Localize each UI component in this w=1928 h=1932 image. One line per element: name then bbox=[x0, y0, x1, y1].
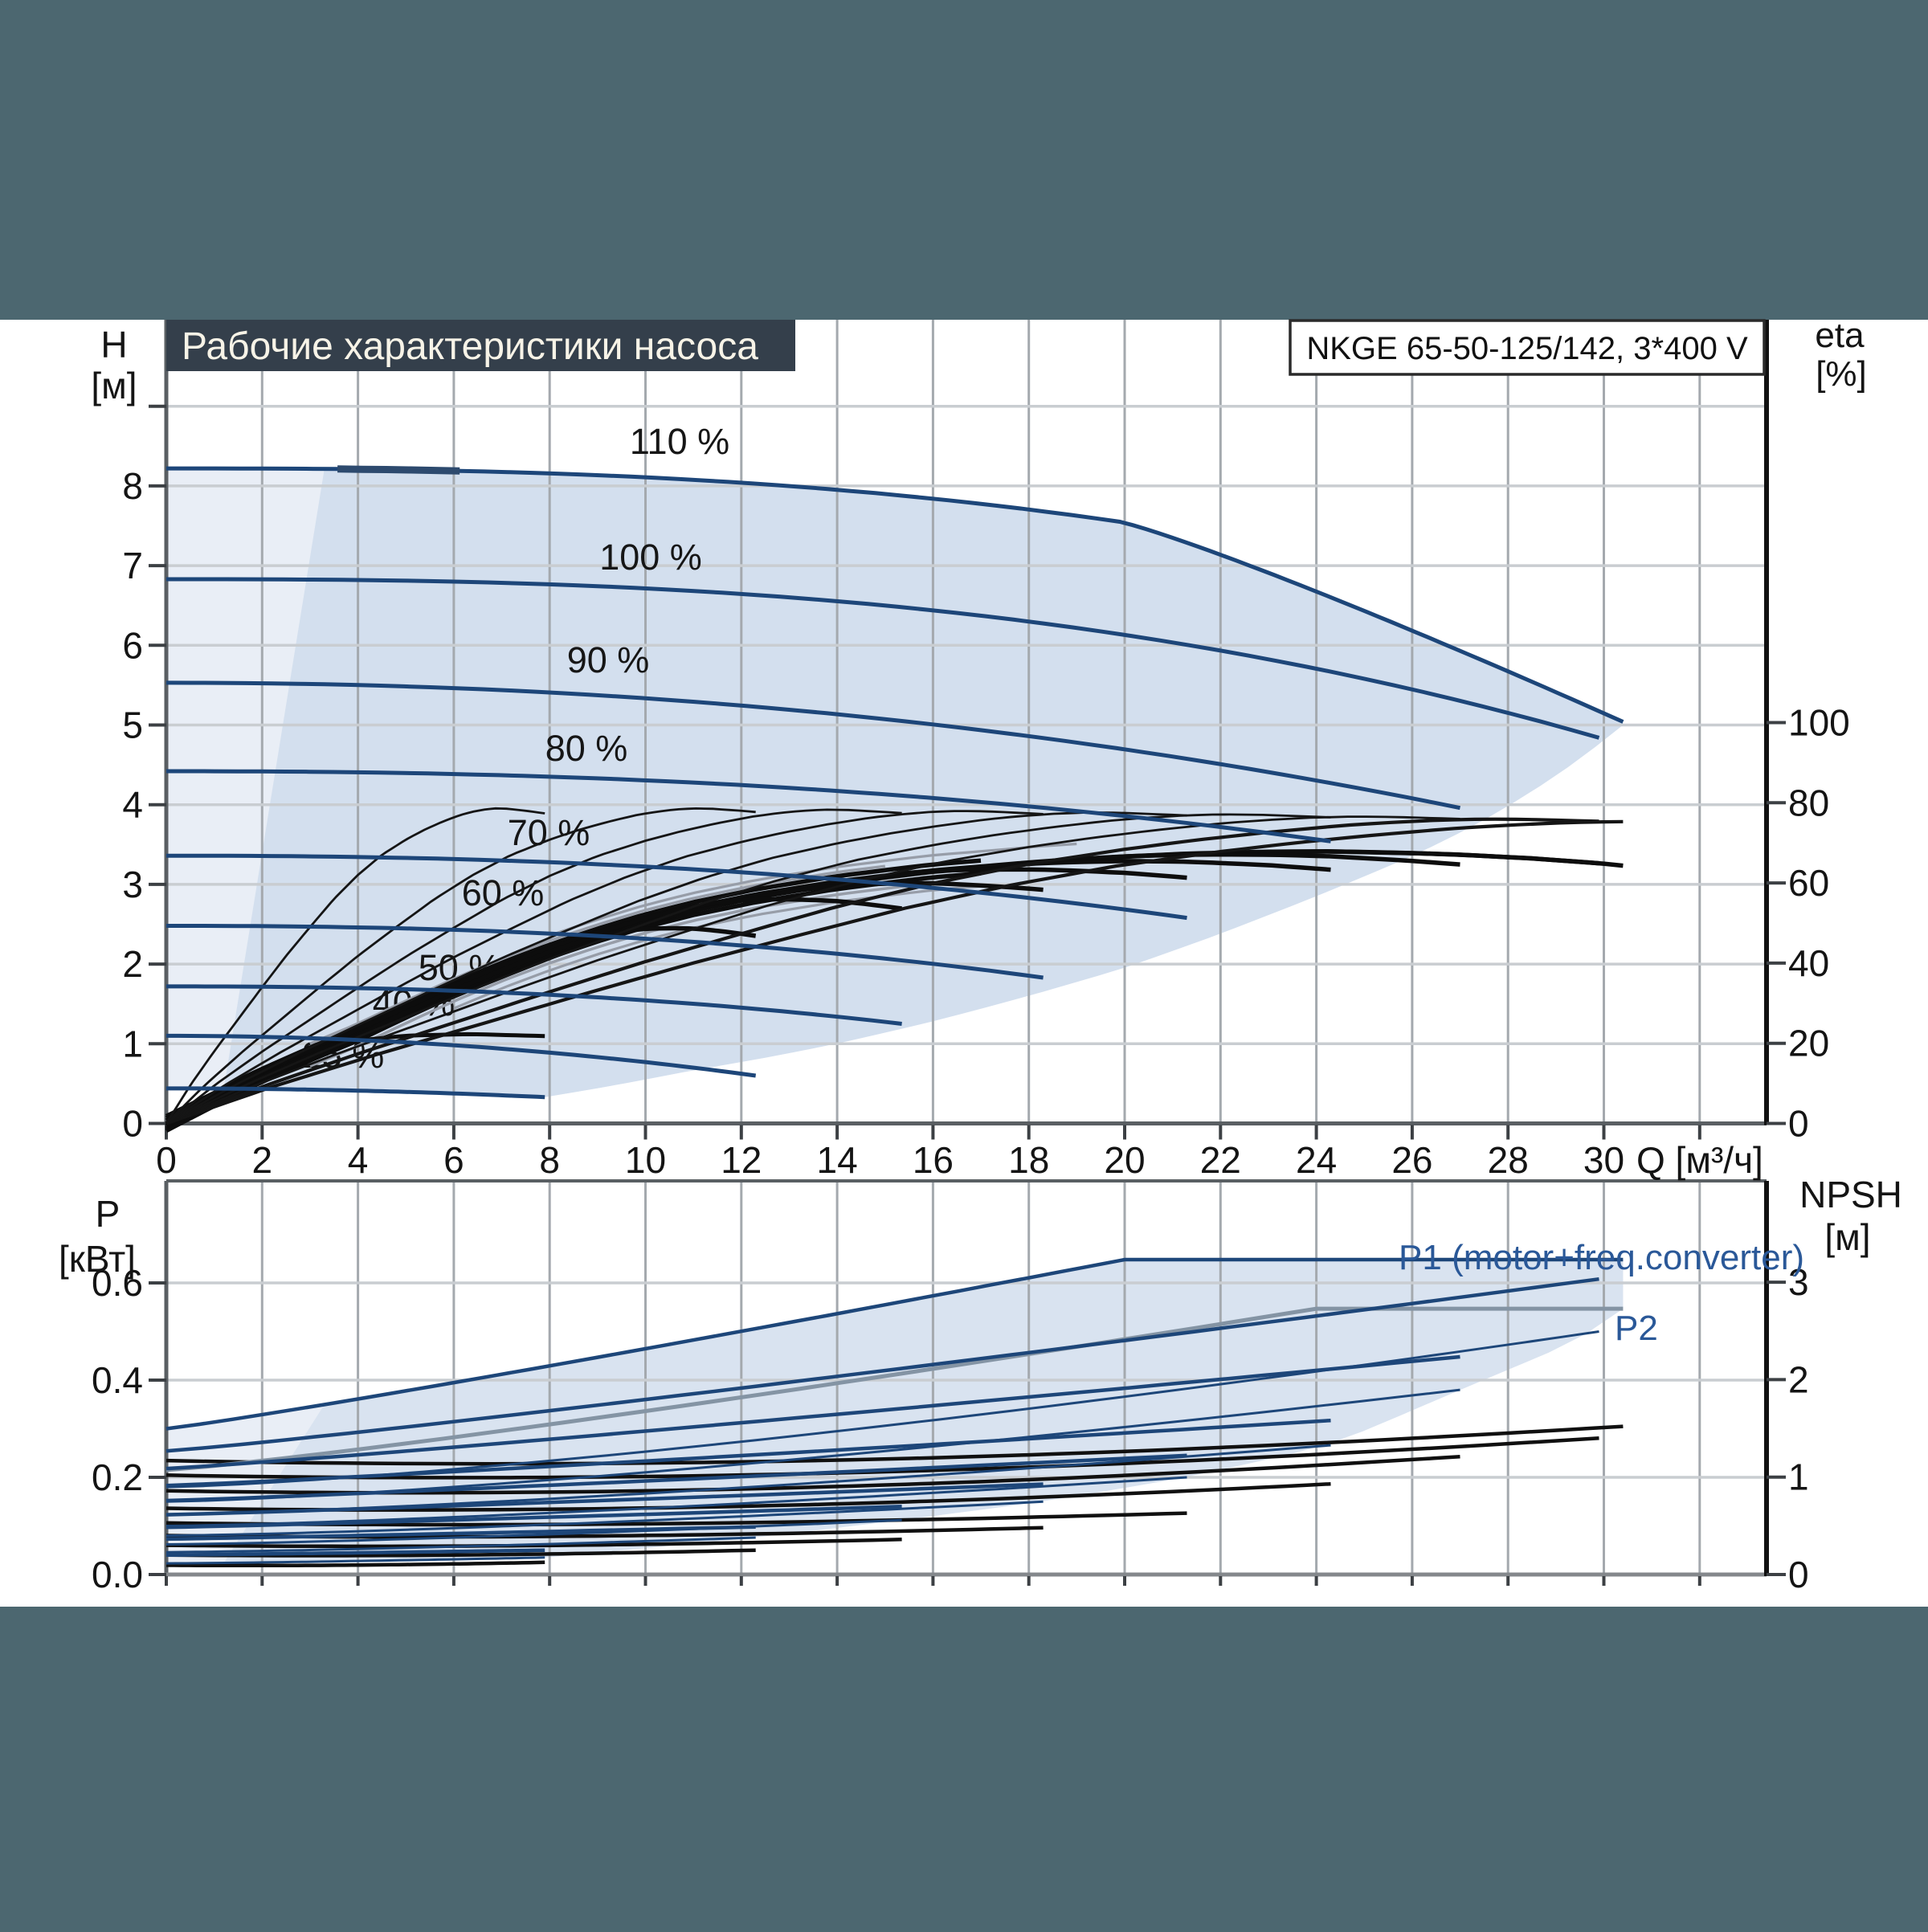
svg-text:60 %: 60 % bbox=[462, 872, 545, 913]
svg-text:Рабочие характеристики насоса: Рабочие характеристики насоса bbox=[182, 325, 758, 368]
svg-text:2: 2 bbox=[1788, 1358, 1809, 1400]
svg-text:22: 22 bbox=[1200, 1139, 1241, 1181]
svg-text:40: 40 bbox=[1788, 942, 1829, 984]
svg-text:0: 0 bbox=[156, 1139, 177, 1181]
svg-text:3: 3 bbox=[1788, 1261, 1809, 1303]
svg-text:3: 3 bbox=[122, 864, 143, 905]
svg-text:6: 6 bbox=[122, 624, 143, 666]
svg-text:7: 7 bbox=[122, 545, 143, 586]
svg-text:26: 26 bbox=[1391, 1139, 1432, 1181]
svg-text:80: 80 bbox=[1788, 782, 1829, 823]
svg-text:0.4: 0.4 bbox=[92, 1359, 143, 1401]
svg-text:18: 18 bbox=[1008, 1139, 1049, 1181]
svg-text:5: 5 bbox=[122, 705, 143, 746]
svg-text:2: 2 bbox=[122, 943, 143, 985]
svg-text:P1 (motor+freq.converter): P1 (motor+freq.converter) bbox=[1399, 1238, 1804, 1277]
svg-text:4: 4 bbox=[122, 784, 143, 826]
svg-text:2: 2 bbox=[252, 1139, 273, 1181]
svg-text:0.0: 0.0 bbox=[92, 1554, 143, 1595]
svg-text:Q [м³/ч]: Q [м³/ч] bbox=[1636, 1139, 1763, 1181]
svg-text:8: 8 bbox=[122, 465, 143, 507]
svg-text:eta: eta bbox=[1815, 316, 1865, 355]
svg-text:16: 16 bbox=[913, 1139, 954, 1181]
svg-text:100 %: 100 % bbox=[599, 537, 702, 578]
svg-text:20: 20 bbox=[1104, 1139, 1145, 1181]
svg-text:0.6: 0.6 bbox=[92, 1262, 143, 1304]
svg-text:0.2: 0.2 bbox=[92, 1456, 143, 1498]
svg-text:6: 6 bbox=[443, 1139, 464, 1181]
svg-text:[м]: [м] bbox=[1824, 1216, 1870, 1258]
svg-text:NKGE 65-50-125/142, 3*400 V: NKGE 65-50-125/142, 3*400 V bbox=[1306, 331, 1748, 366]
svg-text:[%]: [%] bbox=[1816, 354, 1867, 394]
svg-text:20: 20 bbox=[1788, 1023, 1829, 1064]
svg-text:60: 60 bbox=[1788, 862, 1829, 904]
svg-text:8: 8 bbox=[539, 1139, 560, 1181]
svg-text:[м]: [м] bbox=[91, 365, 137, 406]
svg-text:12: 12 bbox=[721, 1139, 762, 1181]
svg-text:24: 24 bbox=[1296, 1139, 1337, 1181]
svg-text:14: 14 bbox=[817, 1139, 858, 1181]
svg-text:[кВт]: [кВт] bbox=[59, 1238, 136, 1280]
svg-text:30: 30 bbox=[1583, 1139, 1624, 1181]
svg-text:80 %: 80 % bbox=[545, 728, 628, 769]
svg-text:70 %: 70 % bbox=[508, 812, 590, 853]
svg-text:1: 1 bbox=[122, 1023, 143, 1064]
svg-text:P2: P2 bbox=[1615, 1309, 1658, 1348]
svg-text:4: 4 bbox=[348, 1139, 369, 1181]
svg-text:28: 28 bbox=[1488, 1139, 1529, 1181]
svg-text:NPSH: NPSH bbox=[1799, 1174, 1902, 1215]
svg-text:0: 0 bbox=[122, 1103, 143, 1145]
svg-text:10: 10 bbox=[625, 1139, 666, 1181]
svg-text:0: 0 bbox=[1788, 1554, 1809, 1595]
svg-text:1: 1 bbox=[1788, 1456, 1809, 1498]
svg-text:P: P bbox=[96, 1193, 120, 1235]
svg-text:100: 100 bbox=[1788, 702, 1850, 744]
svg-text:0: 0 bbox=[1788, 1103, 1809, 1145]
svg-text:H: H bbox=[100, 324, 127, 366]
svg-text:90 %: 90 % bbox=[567, 639, 650, 680]
svg-text:110 %: 110 % bbox=[630, 421, 729, 462]
